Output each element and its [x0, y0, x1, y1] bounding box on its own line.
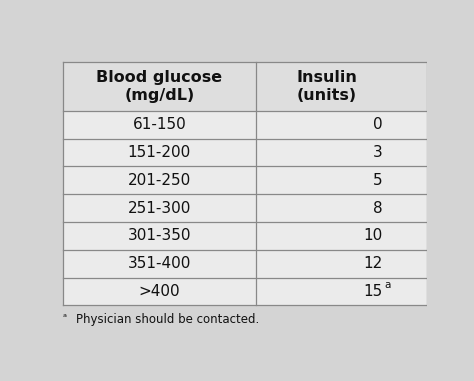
Text: 201-250: 201-250	[128, 173, 191, 188]
FancyBboxPatch shape	[63, 250, 256, 278]
Text: 151-200: 151-200	[128, 145, 191, 160]
FancyBboxPatch shape	[63, 62, 256, 111]
Text: 351-400: 351-400	[128, 256, 191, 271]
FancyBboxPatch shape	[256, 139, 427, 166]
FancyBboxPatch shape	[256, 166, 427, 194]
Text: ᵃ: ᵃ	[63, 313, 67, 323]
Text: 8: 8	[373, 201, 383, 216]
FancyBboxPatch shape	[63, 278, 256, 305]
FancyBboxPatch shape	[63, 139, 256, 166]
Text: 61-150: 61-150	[132, 117, 186, 132]
Text: >400: >400	[138, 284, 180, 299]
Text: 10: 10	[363, 228, 383, 243]
Text: 0: 0	[373, 117, 383, 132]
FancyBboxPatch shape	[63, 166, 256, 194]
Text: Insulin
(units): Insulin (units)	[296, 70, 357, 102]
Text: Blood glucose
(mg/dL): Blood glucose (mg/dL)	[96, 70, 222, 102]
FancyBboxPatch shape	[63, 194, 256, 222]
FancyBboxPatch shape	[256, 250, 427, 278]
Text: 15: 15	[363, 284, 383, 299]
FancyBboxPatch shape	[256, 111, 427, 139]
Text: 5: 5	[373, 173, 383, 188]
FancyBboxPatch shape	[256, 62, 427, 111]
Text: a: a	[384, 280, 391, 290]
FancyBboxPatch shape	[63, 222, 256, 250]
Text: 12: 12	[363, 256, 383, 271]
FancyBboxPatch shape	[256, 222, 427, 250]
FancyBboxPatch shape	[63, 111, 256, 139]
FancyBboxPatch shape	[256, 194, 427, 222]
Text: 3: 3	[373, 145, 383, 160]
Text: 301-350: 301-350	[128, 228, 191, 243]
Text: 251-300: 251-300	[128, 201, 191, 216]
Text: Physician should be contacted.: Physician should be contacted.	[76, 313, 259, 326]
FancyBboxPatch shape	[256, 278, 427, 305]
